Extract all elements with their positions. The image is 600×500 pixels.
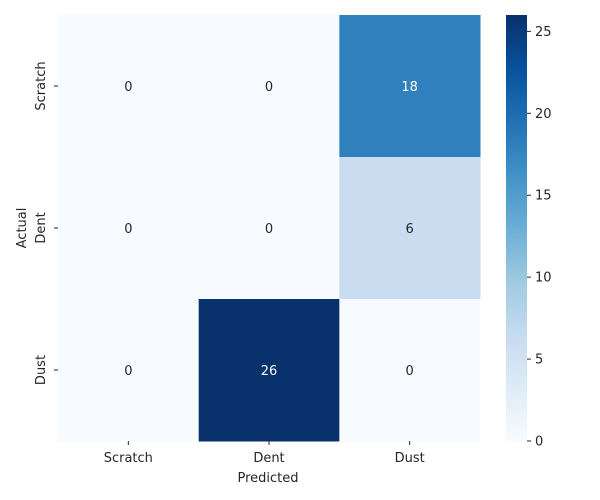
cell-value-label: 0 <box>265 222 273 237</box>
colorbar-gradient <box>506 15 527 441</box>
cell-value-label: 0 <box>124 222 132 237</box>
heatmap-cell <box>339 299 481 442</box>
cell-value-label: 18 <box>401 80 418 95</box>
colorbar-tick-label: 25 <box>535 25 552 40</box>
heatmap-cell <box>339 157 481 300</box>
y-tick-label: Dent <box>34 212 49 243</box>
heatmap-cells <box>58 15 481 442</box>
colorbar-ticks: 0 5 10 15 20 25 <box>527 25 552 450</box>
y-tick-label: Scratch <box>34 61 49 110</box>
colorbar-tick-label: 15 <box>535 189 552 204</box>
y-axis-ticks: Scratch Dent Dust <box>34 61 58 385</box>
heatmap-cell <box>339 15 481 158</box>
x-axis-ticks: Scratch Dent Dust <box>104 441 425 466</box>
colorbar: 0 5 10 15 20 25 <box>506 15 552 450</box>
cell-value-label: 0 <box>406 364 414 379</box>
heatmap-cell <box>198 157 340 300</box>
cell-value-label: 0 <box>265 80 273 95</box>
heatmap-cell <box>58 15 200 158</box>
x-axis-label: Predicted <box>237 471 298 486</box>
colorbar-tick-label: 5 <box>535 353 543 368</box>
heatmap-cell <box>198 15 340 158</box>
heatmap-cell <box>58 157 200 300</box>
heatmap-cell-labels: 0 0 18 0 0 6 0 26 0 <box>124 80 418 379</box>
colorbar-tick-label: 10 <box>535 271 552 286</box>
cell-value-label: 0 <box>124 80 132 95</box>
heatmap-cell <box>198 299 340 442</box>
cell-value-label: 6 <box>406 222 414 237</box>
x-tick-label: Scratch <box>104 451 153 466</box>
x-tick-label: Dust <box>395 451 425 466</box>
cell-value-label: 0 <box>124 364 132 379</box>
cell-value-label: 26 <box>261 364 278 379</box>
y-axis-label: Actual <box>15 208 30 249</box>
heatmap-cell <box>58 299 200 442</box>
colorbar-tick-label: 0 <box>535 435 543 450</box>
x-tick-label: Dent <box>253 451 284 466</box>
colorbar-tick-label: 20 <box>535 107 552 122</box>
y-tick-label: Dust <box>34 355 49 385</box>
